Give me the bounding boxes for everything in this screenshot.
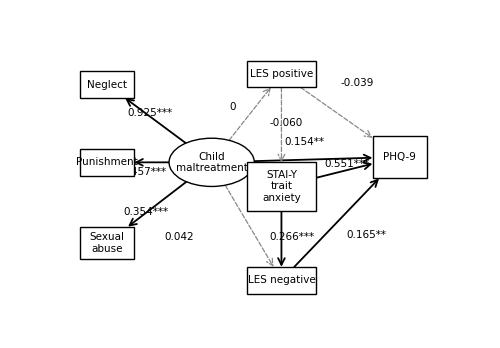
FancyBboxPatch shape — [246, 267, 316, 294]
Text: LES positive: LES positive — [250, 69, 313, 79]
Text: 0.154**: 0.154** — [284, 137, 325, 147]
Text: 0.925***: 0.925*** — [127, 108, 172, 118]
Text: 0.354***: 0.354*** — [123, 207, 168, 217]
Text: 0.362***: 0.362*** — [212, 161, 258, 171]
FancyBboxPatch shape — [246, 61, 316, 87]
Text: LES negative: LES negative — [248, 275, 316, 285]
Text: 0: 0 — [230, 102, 236, 112]
Text: Neglect: Neglect — [87, 80, 127, 90]
Text: 0.266***: 0.266*** — [270, 232, 315, 242]
FancyBboxPatch shape — [80, 149, 134, 176]
FancyBboxPatch shape — [246, 162, 316, 211]
Text: Punishment: Punishment — [76, 157, 138, 167]
Text: STAI-Y
trait
anxiety: STAI-Y trait anxiety — [262, 170, 301, 203]
Text: -0.060: -0.060 — [270, 118, 303, 128]
FancyBboxPatch shape — [80, 71, 134, 98]
Text: 0.551***: 0.551*** — [325, 159, 370, 169]
FancyBboxPatch shape — [372, 135, 427, 179]
Ellipse shape — [169, 138, 254, 187]
Text: Sexual
abuse: Sexual abuse — [90, 232, 124, 254]
Text: 0.042: 0.042 — [164, 232, 194, 242]
Text: 0.457***: 0.457*** — [122, 167, 166, 177]
Text: 0.165**: 0.165** — [346, 230, 387, 240]
Text: -0.039: -0.039 — [340, 78, 374, 88]
FancyBboxPatch shape — [80, 227, 134, 259]
Text: PHQ-9: PHQ-9 — [383, 152, 416, 162]
Text: Child
maltreatment: Child maltreatment — [176, 151, 248, 173]
